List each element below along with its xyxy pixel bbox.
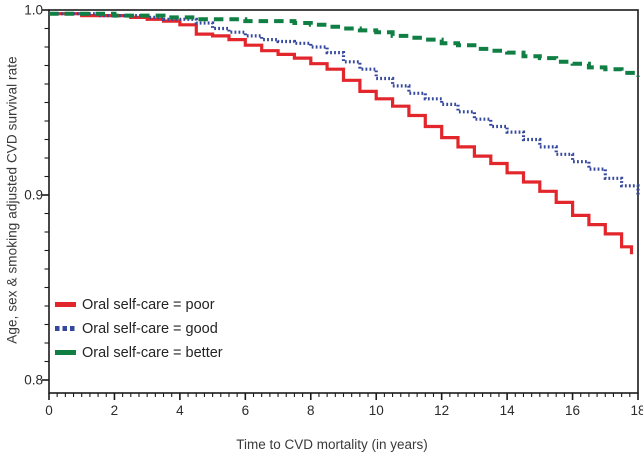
series-line-poor [49, 12, 634, 255]
x-tick-label: 2 [111, 403, 119, 418]
x-tick-label: 12 [434, 403, 449, 418]
legend-item-good: Oral self-care = good [55, 320, 223, 337]
legend-swatch-good-line-icon [55, 326, 76, 331]
x-tick-label: 14 [500, 403, 516, 418]
legend-item-poor: Oral self-care = poor [55, 296, 223, 313]
x-tick-label: 0 [45, 403, 53, 418]
legend-item-better: Oral self-care = better [55, 344, 223, 361]
y-tick-label: 1.0 [24, 3, 43, 18]
x-tick-label: 4 [176, 403, 184, 418]
series-line-good [49, 12, 640, 195]
legend-label-good: Oral self-care = good [82, 320, 218, 337]
y-tick-label: 0.8 [24, 373, 43, 388]
x-tick-label: 10 [369, 403, 384, 418]
y-axis-title: Age, sex & smoking adjusted CVD survival… [4, 56, 20, 344]
legend: Oral self-care = poor Oral self-care = g… [55, 296, 223, 368]
legend-label-poor: Oral self-care = poor [82, 296, 215, 313]
x-axis-title: Time to CVD mortality (in years) [236, 437, 428, 452]
legend-label-better: Oral self-care = better [82, 344, 223, 361]
x-tick-label: 6 [242, 403, 250, 418]
legend-swatch-poor-line-icon [55, 302, 76, 307]
series-line-better [49, 11, 640, 77]
x-tick-label: 16 [565, 403, 580, 418]
x-tick-label: 8 [307, 403, 315, 418]
x-tick-label: 18 [630, 403, 643, 418]
legend-swatch-better-line-icon [55, 350, 76, 355]
y-tick-label: 0.9 [24, 188, 43, 203]
